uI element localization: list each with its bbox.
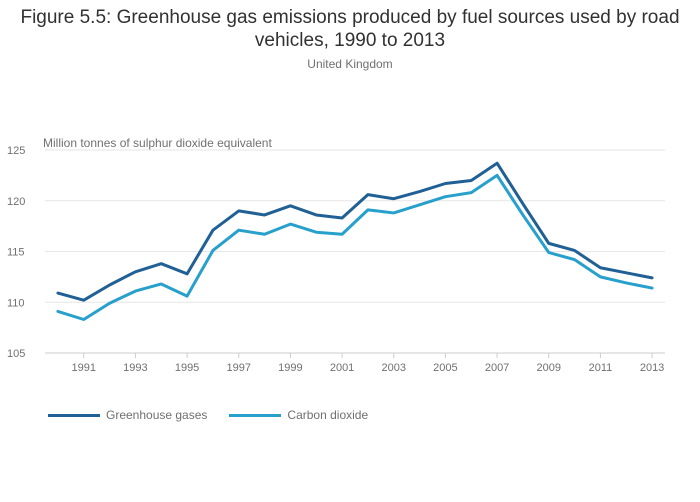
legend-item-carbon-dioxide[interactable]: Carbon dioxide	[229, 408, 368, 422]
legend-swatch-carbon-dioxide	[229, 413, 282, 417]
y-tick-label: 105	[7, 348, 25, 360]
legend-label-carbon-dioxide: Carbon dioxide	[287, 408, 369, 422]
x-tick-label: 2001	[330, 362, 354, 374]
gridlines	[45, 149, 665, 354]
y-tick-label: 125	[7, 145, 25, 157]
x-tick-label: 1997	[227, 362, 251, 374]
y-axis-label: Million tonnes of sulphur dioxide equiva…	[43, 136, 272, 150]
x-tick-label: 2007	[485, 362, 509, 374]
x-axis-ticks: 1991 1993 1995 1997 1999 2001 2003 2005 2007 2009…	[72, 353, 664, 374]
series-line-greenhouse-gases	[56, 161, 654, 302]
x-tick-label: 2005	[433, 362, 457, 374]
x-tick-label: 2003	[382, 362, 406, 374]
legend: Greenhouse gases Carbon dioxide	[48, 408, 390, 422]
y-tick-label: 120	[7, 196, 25, 208]
chart-title: Figure 5.5: Greenhouse gas emissions pro…	[20, 7, 680, 51]
x-tick-label: 2011	[589, 362, 613, 374]
x-tick-label: 1999	[278, 362, 302, 374]
x-tick-label: 1995	[175, 362, 199, 374]
x-tick-label: 1993	[123, 362, 147, 374]
y-tick-label: 115	[7, 247, 25, 259]
chart-subtitle: United Kingdom	[307, 57, 393, 71]
y-tick-label: 110	[7, 297, 25, 309]
x-tick-label: 2013	[640, 362, 664, 374]
legend-swatch-greenhouse-gases	[48, 413, 100, 417]
x-tick-label: 1991	[72, 362, 96, 374]
legend-label-greenhouse-gases: Greenhouse gases	[106, 408, 208, 422]
y-axis-ticks: 105 110 115 120 125	[7, 145, 25, 360]
series-lines	[56, 161, 654, 322]
x-tick-label: 2009	[537, 362, 561, 374]
series-line-carbon-dioxide	[56, 173, 654, 322]
legend-item-greenhouse-gases[interactable]: Greenhouse gases	[48, 408, 207, 422]
